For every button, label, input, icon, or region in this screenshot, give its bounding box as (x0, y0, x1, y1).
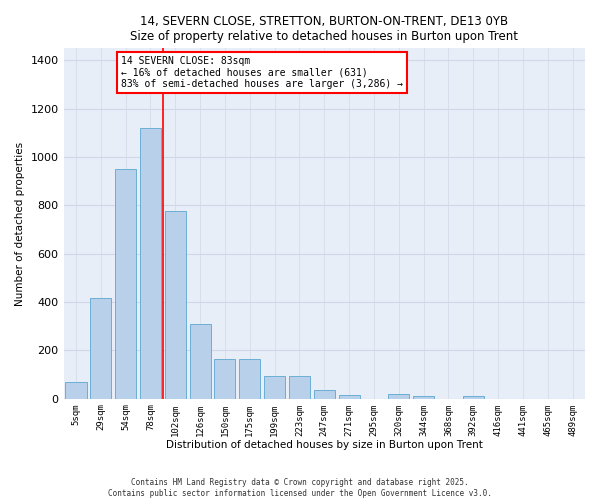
Bar (338, 395, 359, 398)
Bar (289, 376, 310, 398)
Bar (165, 212, 186, 398)
Bar (264, 376, 285, 398)
Bar (239, 359, 260, 399)
Bar (115, 169, 136, 398)
Bar (140, 128, 161, 398)
Bar (388, 394, 409, 398)
Bar (65, 382, 86, 398)
Bar (413, 396, 434, 398)
Title: 14, SEVERN CLOSE, STRETTON, BURTON-ON-TRENT, DE13 0YB
Size of property relative : 14, SEVERN CLOSE, STRETTON, BURTON-ON-TR… (130, 15, 518, 43)
Bar (90, 298, 112, 398)
Text: Contains HM Land Registry data © Crown copyright and database right 2025.
Contai: Contains HM Land Registry data © Crown c… (108, 478, 492, 498)
X-axis label: Distribution of detached houses by size in Burton upon Trent: Distribution of detached houses by size … (166, 440, 483, 450)
Bar (214, 359, 235, 399)
Bar (190, 324, 211, 398)
Bar (463, 396, 484, 398)
Y-axis label: Number of detached properties: Number of detached properties (15, 142, 25, 306)
Bar (314, 390, 335, 398)
Text: 14 SEVERN CLOSE: 83sqm
← 16% of detached houses are smaller (631)
83% of semi-de: 14 SEVERN CLOSE: 83sqm ← 16% of detached… (121, 56, 403, 89)
